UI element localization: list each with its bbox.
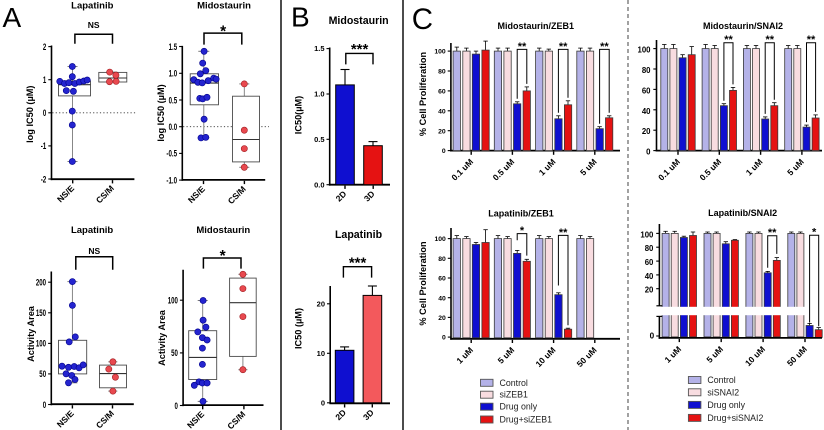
svg-text:Activity Area: Activity Area [26,305,36,362]
svg-text:20: 20 [438,315,446,322]
svg-text:100: 100 [640,230,654,239]
svg-text:100: 100 [168,296,178,306]
svg-text:**: ** [768,227,777,239]
svg-text:0: 0 [43,400,46,410]
svg-text:*: * [220,23,227,40]
svg-text:1.0: 1.0 [169,69,178,79]
svg-text:Drug only: Drug only [500,402,538,412]
svg-text:-1.0: -1.0 [166,175,177,185]
svg-text:Lapatinib/SNAI2: Lapatinib/SNAI2 [708,208,777,218]
svg-text:log IC50 (µM): log IC50 (µM) [25,86,35,143]
svg-text:0.0: 0.0 [314,180,324,189]
svg-text:-2: -2 [41,174,47,184]
svg-text:log IC50 (µM): log IC50 (µM) [156,84,166,141]
svg-text:60: 60 [645,258,654,267]
svg-text:B: B [291,2,310,33]
svg-text:60: 60 [642,86,651,95]
svg-text:**: ** [724,34,733,46]
svg-text:1.5: 1.5 [314,44,324,53]
svg-text:0.0: 0.0 [169,122,178,132]
svg-text:% Cell Proliferation: % Cell Proliferation [418,241,428,326]
svg-text:40: 40 [438,108,446,115]
svg-text:A: A [3,2,22,33]
svg-text:80: 80 [642,66,651,75]
svg-text:20: 20 [645,286,654,295]
svg-text:**: ** [518,41,527,53]
svg-text:0.5: 0.5 [169,95,178,105]
svg-text:20: 20 [642,127,651,136]
svg-text:1.0: 1.0 [314,90,324,99]
svg-text:*: * [220,248,227,265]
svg-text:80: 80 [438,256,446,263]
svg-text:Lapatinib: Lapatinib [71,1,113,12]
svg-text:80: 80 [645,244,654,253]
svg-text:60: 60 [438,89,446,96]
svg-text:Midostaurin: Midostaurin [329,15,389,27]
svg-text:-1: -1 [41,141,47,151]
svg-text:100: 100 [434,49,446,56]
svg-text:0: 0 [321,398,325,407]
svg-text:0.5: 0.5 [314,135,324,144]
svg-text:Control: Control [707,375,735,385]
svg-text:***: *** [351,41,369,58]
svg-text:Lapatinib/ZEB1: Lapatinib/ZEB1 [488,208,554,218]
svg-text:**: ** [559,227,568,239]
svg-text:40: 40 [642,107,651,116]
svg-text:Activity Area: Activity Area [157,309,167,366]
svg-text:0: 0 [646,148,651,157]
svg-text:20: 20 [438,128,446,135]
svg-text:20: 20 [317,299,325,308]
svg-text:80: 80 [438,69,446,76]
svg-text:Drug only: Drug only [707,400,745,410]
svg-text:0: 0 [43,108,46,118]
svg-text:60: 60 [438,276,446,283]
svg-text:Drug+siSNAI2: Drug+siSNAI2 [707,413,763,423]
svg-text:IC50 (µM): IC50 (µM) [294,308,304,349]
svg-text:NS: NS [88,246,100,256]
svg-text:150: 150 [36,308,46,318]
svg-text:% Cell Proliferation: % Cell Proliferation [418,52,428,137]
svg-text:**: ** [600,41,609,53]
svg-text:0: 0 [650,332,655,341]
svg-text:*: * [812,227,817,239]
svg-text:0: 0 [442,148,446,155]
svg-text:50: 50 [171,348,178,358]
svg-text:Midostaurin/SNAI2: Midostaurin/SNAI2 [703,21,783,31]
svg-text:**: ** [559,41,568,53]
svg-text:Midostaurin: Midostaurin [197,1,251,12]
svg-text:Midostaurin/ZEB1: Midostaurin/ZEB1 [498,21,575,31]
svg-text:Midostaurin: Midostaurin [196,225,250,236]
svg-text:100: 100 [434,236,446,243]
svg-text:siSNAI2: siSNAI2 [707,387,739,397]
svg-text:Drug+siZEB1: Drug+siZEB1 [500,415,553,425]
svg-text:200: 200 [36,278,46,288]
svg-text:-0.5: -0.5 [166,149,177,159]
svg-text:siZEB1: siZEB1 [500,390,528,400]
svg-text:**: ** [807,34,816,46]
svg-text:NS: NS [88,20,100,30]
svg-text:0: 0 [442,335,446,342]
svg-text:Lapatinib: Lapatinib [71,225,113,236]
svg-text:**: ** [766,34,775,46]
svg-text:Lapatinib: Lapatinib [335,229,383,241]
svg-text:IC50(µM): IC50(µM) [294,96,304,134]
svg-text:40: 40 [645,272,654,281]
svg-text:10: 10 [317,349,325,358]
svg-text:1: 1 [43,75,46,85]
svg-text:100: 100 [36,339,46,349]
svg-text:*: * [520,225,525,237]
svg-text:40: 40 [438,295,446,302]
svg-text:2: 2 [43,42,46,52]
svg-text:100: 100 [637,46,651,55]
svg-text:1.5: 1.5 [169,42,178,52]
svg-text:0: 0 [175,401,178,411]
svg-text:***: *** [349,255,367,272]
svg-text:C: C [412,3,433,36]
svg-text:50: 50 [39,369,46,379]
svg-text:Control: Control [500,378,528,388]
